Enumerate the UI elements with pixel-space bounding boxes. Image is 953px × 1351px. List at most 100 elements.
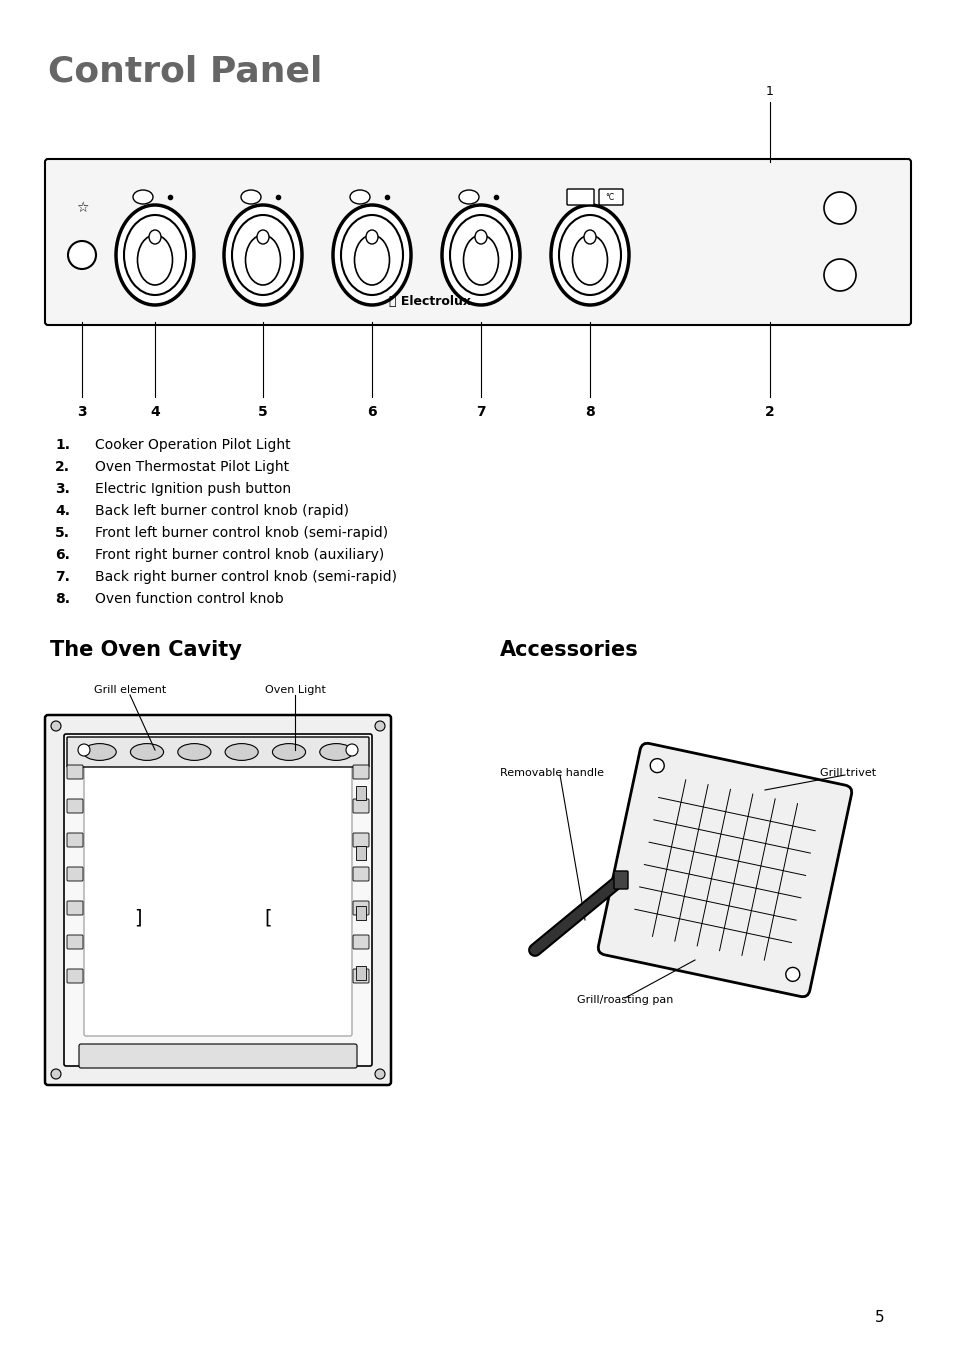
Ellipse shape [333,205,411,305]
Text: °C: °C [605,192,614,201]
Circle shape [68,240,96,269]
Ellipse shape [558,215,620,295]
FancyBboxPatch shape [45,159,910,326]
FancyBboxPatch shape [598,189,622,205]
FancyBboxPatch shape [353,901,369,915]
Ellipse shape [241,190,261,204]
Text: 5.: 5. [55,526,70,540]
Circle shape [78,744,90,757]
Text: Oven Thermostat Pilot Light: Oven Thermostat Pilot Light [95,459,289,474]
FancyBboxPatch shape [614,871,627,889]
Text: 6: 6 [367,405,376,419]
FancyBboxPatch shape [67,935,83,948]
FancyBboxPatch shape [353,867,369,881]
Ellipse shape [273,743,305,761]
Ellipse shape [232,215,294,295]
Ellipse shape [475,230,486,245]
FancyBboxPatch shape [79,1044,356,1069]
Text: Removable handle: Removable handle [499,767,603,778]
Text: Back left burner control knob (rapid): Back left burner control knob (rapid) [95,504,349,517]
Text: 3: 3 [77,405,87,419]
Bar [355,786,366,800]
Circle shape [51,1069,61,1079]
Ellipse shape [583,230,596,245]
Ellipse shape [441,205,519,305]
Ellipse shape [567,190,587,204]
FancyBboxPatch shape [353,834,369,847]
Text: Back right burner control knob (semi-rapid): Back right burner control knob (semi-rap… [95,570,396,584]
Text: 5: 5 [258,405,268,419]
Text: 2: 2 [764,405,774,419]
Ellipse shape [177,743,211,761]
Circle shape [51,721,61,731]
FancyBboxPatch shape [84,754,352,1036]
Text: 3.: 3. [55,482,70,496]
FancyBboxPatch shape [67,765,83,780]
Ellipse shape [225,743,258,761]
Ellipse shape [137,235,172,285]
Text: 8: 8 [584,405,595,419]
Text: Grill/roasting pan: Grill/roasting pan [577,994,673,1005]
FancyBboxPatch shape [67,798,83,813]
Text: Oven function control knob: Oven function control knob [95,592,283,607]
Bar [355,966,366,979]
Ellipse shape [350,190,370,204]
Ellipse shape [355,235,389,285]
Circle shape [650,759,663,773]
FancyBboxPatch shape [598,743,851,997]
Circle shape [823,192,855,224]
Bar [355,846,366,861]
FancyBboxPatch shape [67,901,83,915]
Text: Grill trivet: Grill trivet [820,767,875,778]
Ellipse shape [245,235,280,285]
Text: Oven Light: Oven Light [264,685,325,694]
Ellipse shape [340,215,402,295]
Text: [: [ [264,909,272,928]
Text: ⓧ Electrolux: ⓧ Electrolux [389,295,471,308]
FancyBboxPatch shape [353,935,369,948]
Ellipse shape [132,190,152,204]
FancyBboxPatch shape [566,189,594,205]
FancyBboxPatch shape [353,969,369,984]
Text: 7: 7 [476,405,485,419]
Circle shape [375,721,385,731]
Text: Cooker Operation Pilot Light: Cooker Operation Pilot Light [95,438,291,453]
Ellipse shape [149,230,161,245]
Ellipse shape [463,235,498,285]
Text: The Oven Cavity: The Oven Cavity [50,640,242,661]
Text: 4: 4 [150,405,160,419]
Ellipse shape [319,743,353,761]
Text: Front left burner control knob (semi-rapid): Front left burner control knob (semi-rap… [95,526,388,540]
Circle shape [346,744,357,757]
Ellipse shape [450,215,512,295]
FancyBboxPatch shape [353,798,369,813]
Text: Control Panel: Control Panel [48,55,322,89]
Ellipse shape [83,743,116,761]
Circle shape [823,259,855,290]
Text: Front right burner control knob (auxiliary): Front right burner control knob (auxilia… [95,549,384,562]
FancyBboxPatch shape [67,738,369,767]
Text: 2.: 2. [55,459,70,474]
FancyBboxPatch shape [64,734,372,1066]
Text: 5: 5 [874,1310,883,1325]
Bar [355,907,366,920]
Text: Accessories: Accessories [499,640,639,661]
Ellipse shape [116,205,193,305]
FancyBboxPatch shape [67,834,83,847]
Text: ]: ] [134,909,142,928]
FancyBboxPatch shape [353,765,369,780]
Text: 8.: 8. [55,592,70,607]
Text: 6.: 6. [55,549,70,562]
Ellipse shape [256,230,269,245]
Ellipse shape [366,230,377,245]
Text: 1.: 1. [55,438,70,453]
FancyBboxPatch shape [67,969,83,984]
Ellipse shape [572,235,607,285]
Circle shape [785,967,799,981]
Ellipse shape [551,205,628,305]
Ellipse shape [458,190,478,204]
Text: ☆: ☆ [75,201,89,215]
Ellipse shape [224,205,302,305]
Text: Grill element: Grill element [93,685,166,694]
Text: Electric Ignition push button: Electric Ignition push button [95,482,291,496]
